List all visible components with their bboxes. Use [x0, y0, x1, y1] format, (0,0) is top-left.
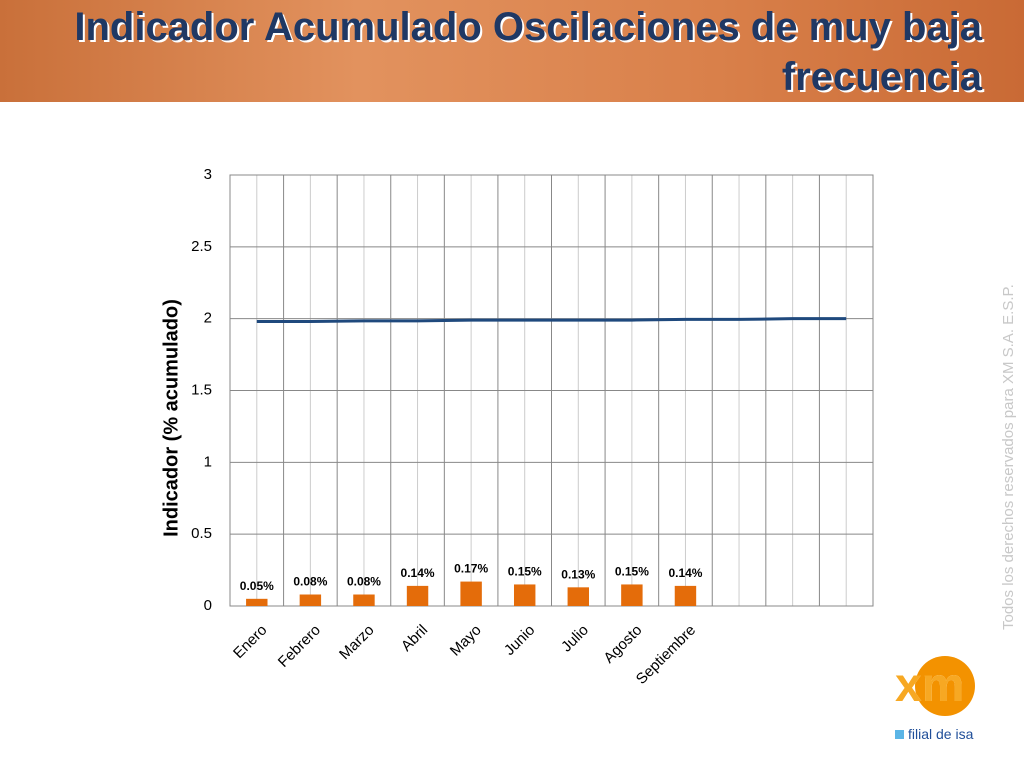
y-tick-label: 2.5 — [191, 238, 212, 255]
logo: xm — [895, 650, 979, 720]
bar — [353, 594, 375, 606]
data-label: 0.13% — [561, 567, 595, 581]
x-tick-label: Enero — [230, 622, 270, 662]
tagline-square — [895, 730, 904, 739]
x-tick-label: Febrero — [275, 622, 324, 671]
rights-notice: Todos los derechos reservados para XM S.… — [1000, 284, 1017, 630]
data-label: 0.14% — [401, 566, 435, 580]
bar — [513, 584, 536, 606]
line — [256, 317, 847, 324]
x-tick-label: Abril — [398, 622, 431, 655]
y-tick-label: 0 — [204, 597, 212, 614]
y-tick-label: 1.5 — [191, 381, 212, 398]
x-tick-label: Marzo — [336, 622, 377, 663]
data-label: 0.14% — [668, 566, 702, 580]
logo-text: xm — [895, 659, 965, 712]
banner — [0, 0, 1024, 102]
data-label: 0.15% — [615, 565, 649, 579]
x-tick-label: Junio — [501, 622, 538, 659]
y-tick-label: 3 — [204, 166, 212, 183]
bar — [674, 585, 697, 606]
x-tick-label: Agosto — [600, 622, 645, 667]
x-tick-label: Mayo — [447, 622, 485, 660]
data-label: 0.05% — [240, 579, 274, 593]
bar — [460, 581, 482, 606]
slide-title: Indicador Acumulado Oscilaciones de muy … — [74, 5, 982, 99]
y-tick-label: 1 — [204, 453, 212, 470]
bar — [621, 584, 643, 606]
data-label: 0.08% — [293, 575, 327, 589]
bar — [299, 594, 322, 606]
y-axis-label: Indicador (% acumulado) — [160, 299, 182, 537]
data-label: 0.08% — [347, 575, 381, 589]
tagline: filial de isa — [908, 726, 974, 742]
x-tick-label: Julio — [558, 622, 592, 656]
data-label: 0.17% — [454, 562, 488, 576]
data-label: 0.15% — [508, 565, 542, 579]
y-tick-label: 0.5 — [191, 525, 212, 542]
bar — [567, 587, 590, 606]
bar — [406, 585, 429, 606]
y-tick-label: 2 — [204, 310, 212, 327]
bar — [246, 598, 268, 606]
